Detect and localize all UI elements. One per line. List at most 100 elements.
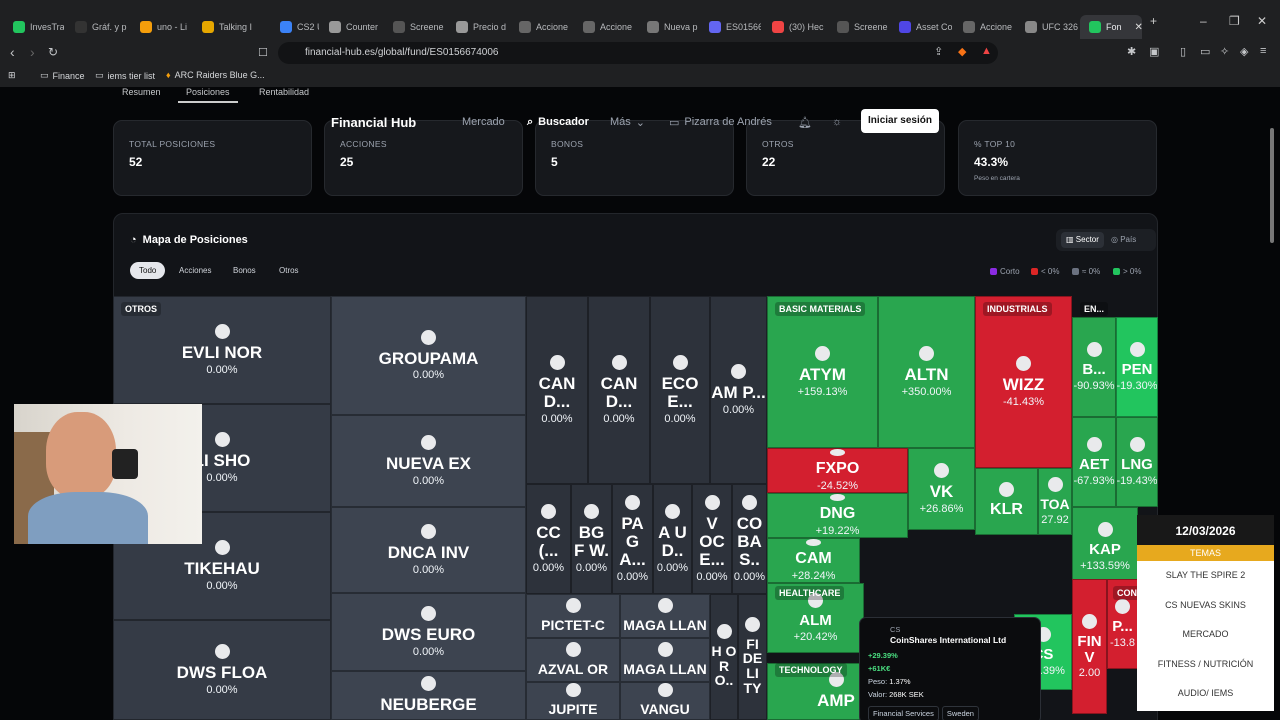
browser-tab[interactable]: Counter [320,15,382,39]
browser-tab[interactable]: Talking I [193,15,269,39]
treemap-tile[interactable]: PA G A... 0.00% [612,484,653,594]
bell-icon[interactable]: 🔔︎ [798,116,812,129]
treemap-tile[interactable]: BG F W. 0.00% [571,484,612,594]
bookmark-iems[interactable]: ▭ iems tier list [95,70,155,81]
treemap-tile[interactable]: TOA 27.92 [1038,468,1072,535]
treemap-tile[interactable]: DNCA INV 0.00% [331,507,526,593]
treemap-tile[interactable]: CAN D... 0.00% [526,296,588,484]
treemap-tile[interactable]: WIZZ -41.43% [975,296,1072,468]
address-bar[interactable]: financial-hub.es/global/fund/ES015667400… [278,42,998,64]
treemap-tile[interactable]: DWS FLOA 0.00% [113,620,331,720]
treemap-tile[interactable]: FIN V 2.00 [1072,579,1107,714]
reload-icon[interactable]: ↻ [48,45,59,59]
leo-icon[interactable]: ✧ [1220,46,1230,58]
treemap-tile[interactable]: KLR [975,468,1038,535]
treemap-tile[interactable]: V OC E... 0.00% [692,484,732,594]
menu-icon[interactable]: ≡ [1260,45,1267,57]
browser-tab[interactable]: Fon ✕ [1080,15,1142,39]
treemap-tile[interactable]: AM P... 0.00% [710,296,767,484]
login-button[interactable]: Iniciar sesión [861,109,939,133]
extensions-icon[interactable]: ✱ [1127,46,1137,58]
brand-logo[interactable]: Financial Hub [331,114,417,130]
treemap-tile[interactable]: NEUBERGE [331,671,526,720]
brave-shield-icon[interactable]: ◆ [958,46,967,58]
filter-otros[interactable]: Otros [279,266,299,275]
browser-tab[interactable]: Accione [574,15,636,39]
tab-resumen[interactable]: Resumen [122,87,161,97]
treemap-tile[interactable]: VANGU [620,682,710,720]
treemap-tile[interactable]: AZVAL OR [526,638,620,682]
treemap-tile[interactable]: ALTN +350.00% [878,296,975,448]
close-window-button[interactable]: ✕ [1257,14,1268,28]
tab-rentabilidad[interactable]: Rentabilidad [259,87,310,97]
nav-buscador[interactable]: ⌕ Buscador [527,116,589,129]
vpn-icon[interactable]: ◈ [1240,46,1249,58]
view-sector[interactable]: ▥ Sector [1061,232,1104,248]
maximize-button[interactable]: ❐ [1229,14,1240,28]
apps-icon[interactable]: ⊞ [8,70,16,80]
browser-tab[interactable]: InvesTra [4,15,64,39]
browser-tab[interactable]: (30) Hec [763,15,826,39]
wallet-icon[interactable]: ▭ [1200,46,1211,58]
browser-tab[interactable]: Precio d [447,15,508,39]
treemap-tile[interactable]: GROUPAMA 0.00% [331,296,526,415]
browser-tab[interactable]: UFC 326 [1016,15,1078,39]
treemap-tile[interactable]: P... -13.8 [1107,579,1138,669]
downloads-icon[interactable]: ▣ [1149,46,1160,58]
view-pais[interactable]: ◎ País [1111,235,1137,244]
treemap-tile[interactable]: NUEVA EX 0.00% [331,415,526,507]
treemap-tile[interactable]: CO BA S.. 0.00% [732,484,767,594]
treemap-tile[interactable]: PEN -19.30% [1116,317,1158,417]
browser-tab[interactable]: uno - Li [131,15,191,39]
treemap-tile[interactable]: ECO E... 0.00% [650,296,710,484]
browser-tab[interactable]: Gráf. y p [66,15,128,39]
treemap-tile[interactable]: CC (... 0.00% [526,484,571,594]
browser-tab[interactable]: Nueva p [638,15,698,39]
bookmark-arc[interactable]: ♦ ARC Raiders Blue G... [166,70,265,80]
treemap-tile[interactable]: JUPITE [526,682,620,720]
back-icon[interactable]: ‹ [10,44,15,60]
nav-mercado[interactable]: Mercado [462,116,505,128]
browser-tab[interactable]: Asset Co [890,15,952,39]
treemap-tile[interactable]: EVLI NOR 0.00% [113,296,331,404]
new-tab-button[interactable]: + [1150,14,1158,28]
treemap-tile[interactable]: ATYM +159.13% [767,296,878,448]
treemap-tile[interactable]: FI DE LI TY [738,594,767,720]
scrollbar[interactable] [1270,128,1274,243]
filter-bonos[interactable]: Bonos [233,266,256,275]
filter-todo[interactable]: Todo [130,262,166,279]
browser-tab[interactable]: Screene [384,15,445,39]
treemap-tile[interactable]: H O R O.. [710,594,738,720]
treemap-tile[interactable]: ALM +20.42% [767,583,864,653]
treemap-tile[interactable]: CAM +28.24% [767,538,860,583]
treemap-tile[interactable]: MAGA LLAN [620,638,710,682]
share-icon[interactable]: ⇪ [934,46,944,58]
browser-tab[interactable]: Accione [510,15,572,39]
treemap-tile[interactable]: LNG -19.43% [1116,417,1158,507]
minimize-button[interactable]: – [1200,14,1207,28]
tab-posiciones[interactable]: Posiciones [178,87,238,103]
nav-pizarra[interactable]: ▭ Pizarra de Andrés [669,116,772,129]
treemap-tile[interactable]: MAGA LLAN [620,594,710,638]
bookmark-finance[interactable]: ▭ Finance [40,70,85,81]
filter-acciones[interactable]: Acciones [179,266,212,275]
treemap-tile[interactable]: AET -67.93% [1072,417,1116,507]
treemap-tile[interactable]: PICTET-C [526,594,620,638]
rewards-icon[interactable]: ▲ [981,45,992,57]
bookmark-icon[interactable]: ☐ [258,47,268,59]
treemap-tile[interactable]: DWS EURO 0.00% [331,593,526,671]
forward-icon[interactable]: › [30,44,35,60]
treemap-tile[interactable]: VK +26.86% [908,448,975,530]
treemap-tile[interactable]: DNG +19.22% [767,493,908,538]
treemap-tile[interactable]: FXPO -24.52% [767,448,908,493]
close-tab-icon[interactable]: ✕ [1134,21,1142,33]
nav-mas[interactable]: Más ⌄ [610,116,645,129]
browser-tab[interactable]: Accione [954,15,1014,39]
browser-tab[interactable]: Screene [828,15,888,39]
treemap-tile[interactable]: CAN D... 0.00% [588,296,650,484]
browser-tab[interactable]: CS2 Upc [271,15,319,39]
treemap-tile[interactable]: A U D.. 0.00% [653,484,692,594]
theme-sun-icon[interactable]: ☼ [832,116,843,128]
treemap-tile[interactable]: B... -90.93% [1072,317,1116,417]
sidebar-icon[interactable]: ▯ [1180,46,1187,58]
